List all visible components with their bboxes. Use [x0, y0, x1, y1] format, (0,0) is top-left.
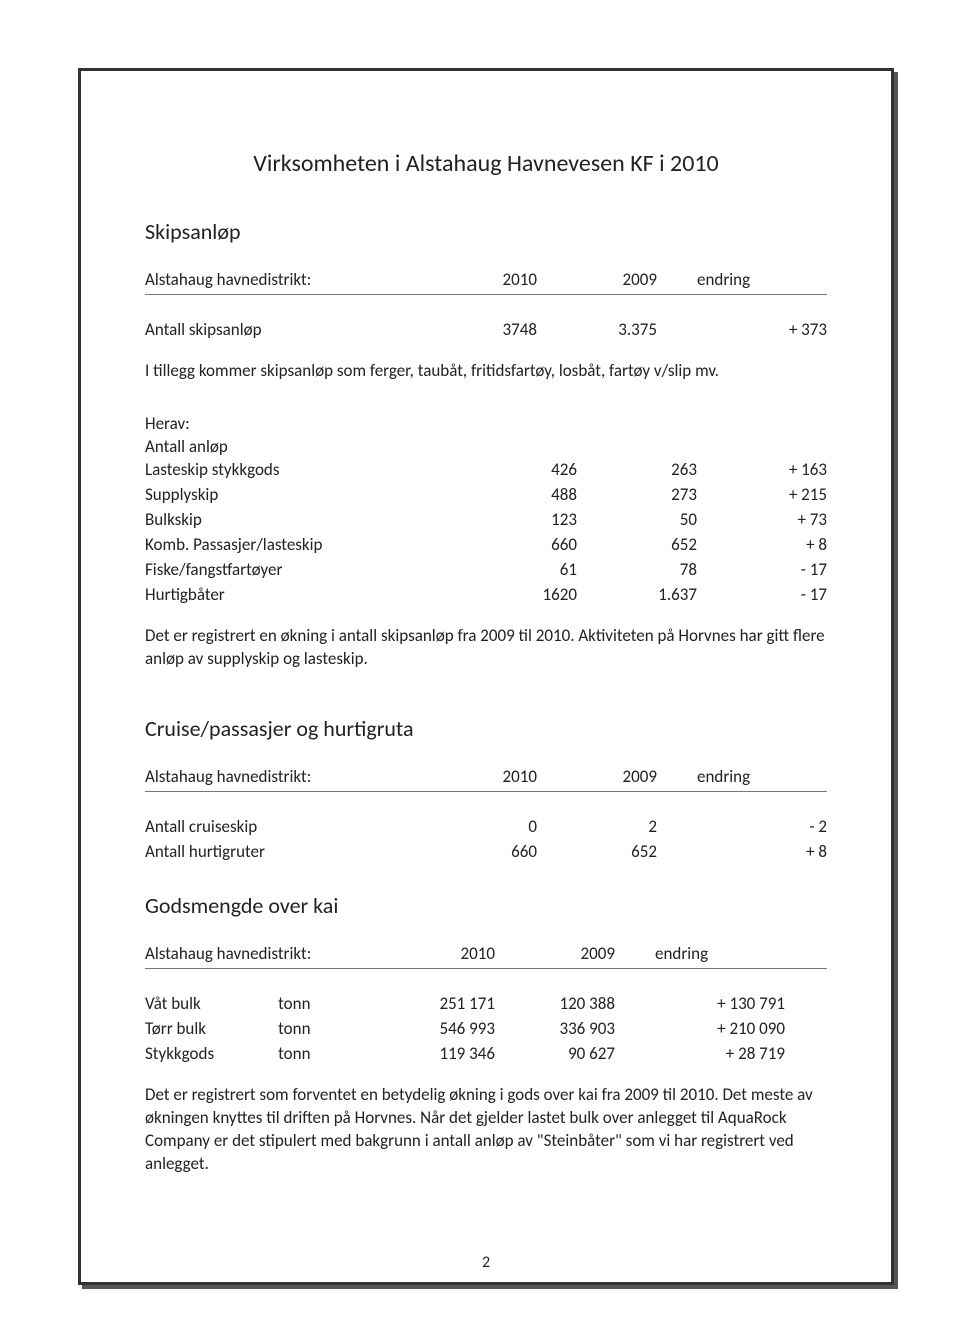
table-header-row: Alstahaug havnedistrikt: 2010 2009 endri…	[145, 267, 827, 295]
note-text: I tillegg kommer skipsanløp som ferger, …	[145, 360, 827, 383]
table-row: Antall cruiseskip 0 2 - 2	[145, 814, 827, 839]
hdr-label: Alstahaug havnedistrikt:	[145, 764, 417, 792]
cell-2009: 78	[577, 557, 697, 582]
page-number: 2	[81, 1253, 891, 1272]
cell-2010: 1620	[457, 582, 577, 607]
cell-unit: tonn	[278, 1016, 375, 1041]
cell-2010: 61	[457, 557, 577, 582]
cell-2009: 120 388	[495, 991, 615, 1016]
table-cruise: Alstahaug havnedistrikt: 2010 2009 endri…	[145, 764, 827, 864]
table-row: Antall hurtigruter 660 652 + 8	[145, 839, 827, 864]
cell-2010: 660	[457, 532, 577, 557]
hdr-endring: endring	[657, 764, 827, 792]
cell-label: Fiske/fangstfartøyer	[145, 557, 457, 582]
cell-2010: 251 171	[375, 991, 495, 1016]
cell-label: Antall cruiseskip	[145, 814, 417, 839]
cell-endring: + 210 090	[615, 1016, 785, 1041]
cell-label: Våt bulk	[145, 991, 278, 1016]
herav-label: Herav:	[145, 413, 827, 434]
cell-label: Supplyskip	[145, 482, 457, 507]
cell-endring: + 373	[657, 317, 827, 342]
cell-endring: + 163	[697, 457, 827, 482]
hdr-label: Alstahaug havnedistrikt:	[145, 267, 417, 295]
cell-label: Lasteskip stykkgods	[145, 457, 457, 482]
cell-endring: + 8	[697, 532, 827, 557]
table-header-row: Alstahaug havnedistrikt: 2010 2009 endri…	[145, 941, 827, 969]
cell-endring: + 28 719	[615, 1041, 785, 1066]
cell-2009: 336 903	[495, 1016, 615, 1041]
cell-unit: tonn	[278, 1041, 375, 1066]
hdr-2009: 2009	[495, 941, 615, 969]
cell-2009: 50	[577, 507, 697, 532]
hdr-2010: 2010	[375, 941, 495, 969]
cell-2009: 652	[537, 839, 657, 864]
table-herav: Lasteskip stykkgods 426 263 + 163 Supply…	[145, 457, 827, 607]
cell-2010: 123	[457, 507, 577, 532]
table-skipsanlop: Alstahaug havnedistrikt: 2010 2009 endri…	[145, 267, 827, 342]
hdr-2009: 2009	[537, 267, 657, 295]
cell-endring: + 130 791	[615, 991, 785, 1016]
cell-2009: 652	[577, 532, 697, 557]
cell-2009: 3.375	[537, 317, 657, 342]
hdr-endring: endring	[615, 941, 785, 969]
table-row: Hurtigbåter 1620 1.637 - 17	[145, 582, 827, 607]
table-row: Våt bulk tonn 251 171 120 388 + 130 791	[145, 991, 827, 1016]
table-row: Supplyskip 488 273 + 215	[145, 482, 827, 507]
cell-2010: 119 346	[375, 1041, 495, 1066]
cell-label: Komb. Passasjer/lasteskip	[145, 532, 457, 557]
cell-2010: 660	[417, 839, 537, 864]
cell-unit: tonn	[278, 991, 375, 1016]
document-frame: Virksomheten i Alstahaug Havnevesen KF i…	[78, 68, 894, 1285]
cell-2009: 273	[577, 482, 697, 507]
hdr-2009: 2009	[537, 764, 657, 792]
cell-label: Stykkgods	[145, 1041, 278, 1066]
cell-label: Tørr bulk	[145, 1016, 278, 1041]
cell-endring: - 17	[697, 582, 827, 607]
cell-endring: + 215	[697, 482, 827, 507]
cell-2009: 1.637	[577, 582, 697, 607]
cell-2009: 90 627	[495, 1041, 615, 1066]
cell-label: Hurtigbåter	[145, 582, 457, 607]
cell-endring: - 17	[697, 557, 827, 582]
section-heading-skipsanlop: Skipsanløp	[145, 218, 827, 245]
cell-label: Antall hurtigruter	[145, 839, 417, 864]
page: Virksomheten i Alstahaug Havnevesen KF i…	[0, 0, 960, 1337]
table-row: Komb. Passasjer/lasteskip 660 652 + 8	[145, 532, 827, 557]
cell-endring: + 8	[657, 839, 827, 864]
cell-2010: 0	[417, 814, 537, 839]
cell-label: Bulkskip	[145, 507, 457, 532]
hdr-2010: 2010	[417, 764, 537, 792]
section-heading-gods: Godsmengde over kai	[145, 892, 827, 919]
table-header-row: Alstahaug havnedistrikt: 2010 2009 endri…	[145, 764, 827, 792]
cell-2009: 2	[537, 814, 657, 839]
table-row: Lasteskip stykkgods 426 263 + 163	[145, 457, 827, 482]
table-row: Stykkgods tonn 119 346 90 627 + 28 719	[145, 1041, 827, 1066]
table-gods: Alstahaug havnedistrikt: 2010 2009 endri…	[145, 941, 827, 1066]
table-row: Bulkskip 123 50 + 73	[145, 507, 827, 532]
cell-2010: 488	[457, 482, 577, 507]
cell-2010: 3748	[417, 317, 537, 342]
cell-2009: 263	[577, 457, 697, 482]
cell-endring: - 2	[657, 814, 827, 839]
hdr-label: Alstahaug havnedistrikt:	[145, 941, 375, 969]
cell-endring: + 73	[697, 507, 827, 532]
comment-text: Det er registrert en økning i antall ski…	[145, 625, 827, 671]
cell-label: Antall skipsanløp	[145, 317, 417, 342]
cell-2010: 546 993	[375, 1016, 495, 1041]
table-row: Tørr bulk tonn 546 993 336 903 + 210 090	[145, 1016, 827, 1041]
hdr-2010: 2010	[417, 267, 537, 295]
table-row: Antall skipsanløp 3748 3.375 + 373	[145, 317, 827, 342]
herav-sublabel: Antall anløp	[145, 436, 827, 457]
page-title: Virksomheten i Alstahaug Havnevesen KF i…	[145, 149, 827, 178]
comment-text: Det er registrert som forventet en betyd…	[145, 1084, 827, 1176]
table-row: Fiske/fangstfartøyer 61 78 - 17	[145, 557, 827, 582]
hdr-endring: endring	[657, 267, 827, 295]
section-heading-cruise: Cruise/passasjer og hurtigruta	[145, 715, 827, 742]
cell-2010: 426	[457, 457, 577, 482]
